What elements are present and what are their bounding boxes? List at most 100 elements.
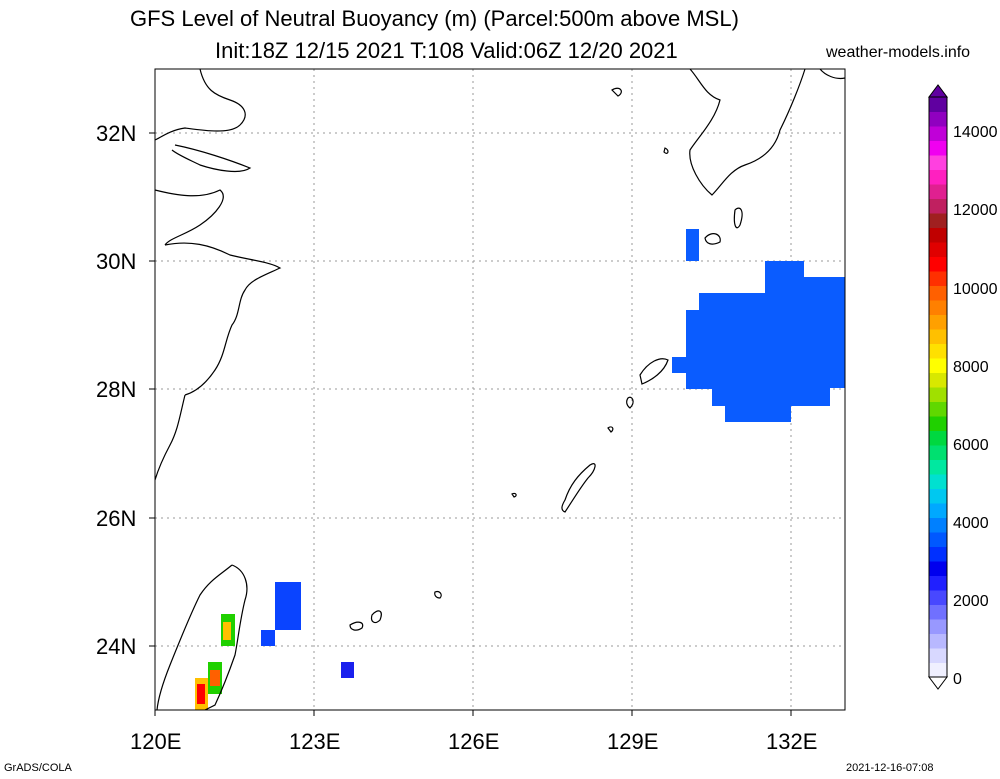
colorbar-label: 8000 <box>953 359 989 376</box>
colorbar-swatch <box>929 155 947 170</box>
lat-label: 28N <box>96 377 136 402</box>
colorbar-swatch <box>929 503 947 518</box>
coast-china-north <box>154 68 246 141</box>
shade-taiwan-high-1b <box>223 622 231 640</box>
colorbar-swatch <box>929 604 947 620</box>
timestamp: 2021-12-16-07:08 <box>846 762 934 774</box>
shade-north-small <box>686 229 699 261</box>
island-yoron <box>607 426 614 433</box>
colorbar-swatch <box>929 459 947 475</box>
title-line-2: Init:18Z 12/15 2021 T:108 Valid:06Z 12/2… <box>215 38 678 63</box>
shade-east-sea <box>341 662 354 678</box>
colorbar-swatch <box>929 372 947 388</box>
shade-east-small <box>672 357 686 373</box>
lat-label: 26N <box>96 506 136 531</box>
coast-kyushu <box>689 68 806 196</box>
lat-axis: 32N 30N 28N 26N 24N <box>96 121 136 659</box>
colorbar-swatch <box>929 300 947 315</box>
colorbar-min-arrow <box>928 676 948 690</box>
colorbar-swatch <box>929 430 947 446</box>
colorbar-label: 2000 <box>953 593 989 610</box>
colorbar-swatch <box>929 140 947 156</box>
lon-label: 132E <box>766 729 817 754</box>
colorbar-swatch <box>929 517 947 533</box>
lon-label: 129E <box>607 729 658 754</box>
coast-zhejiang <box>164 242 282 396</box>
shade-taiwan-high-3b <box>197 684 205 704</box>
colorbar-swatch <box>929 169 947 185</box>
lon-axis: 120E 123E 126E 129E 132E <box>130 729 817 754</box>
coastlines <box>154 68 846 711</box>
coast-yangtze <box>171 144 252 173</box>
colorbar-swatch <box>929 285 947 301</box>
colorbar-swatch <box>929 126 947 141</box>
islands-goto <box>611 87 669 154</box>
colorbar-label: 10000 <box>953 281 998 298</box>
island-small <box>511 492 517 498</box>
colorbar-swatch <box>929 532 947 547</box>
colorbar-swatch <box>929 329 947 344</box>
shade-taiwan-high-2b <box>210 670 220 686</box>
colorbar-swatch <box>929 488 947 504</box>
colorbar-swatch <box>929 619 947 634</box>
tick-marks <box>149 132 792 716</box>
colorbar-labels: 14000 12000 10000 8000 6000 4000 2000 0 <box>953 124 998 688</box>
colorbar-swatch <box>929 590 947 605</box>
colorbar-max-arrow <box>928 84 948 98</box>
lon-label: 126E <box>448 729 499 754</box>
coast-fujian <box>154 394 186 481</box>
lat-label: 24N <box>96 634 136 659</box>
colorbar-swatch <box>929 416 947 431</box>
colorbar-swatch <box>929 387 947 402</box>
shade-taiwan-east-2 <box>261 630 275 646</box>
coast-hangzhou <box>154 189 224 246</box>
island-amami <box>639 358 669 385</box>
colorbar-swatch <box>929 648 947 663</box>
coast-taiwan <box>156 564 248 711</box>
island-okinoerabu <box>626 396 634 409</box>
coast-shikoku <box>819 68 846 80</box>
colorbar-swatch <box>929 256 947 272</box>
colorbar-swatch <box>929 358 947 373</box>
colorbar-swatch <box>929 271 947 286</box>
colorbar-swatch <box>929 575 947 591</box>
island-yaeyama-1 <box>349 621 364 631</box>
colorbar-swatch <box>929 314 947 330</box>
lon-label: 123E <box>289 729 340 754</box>
title-line-1: GFS Level of Neutral Buoyancy (m) (Parce… <box>130 6 739 31</box>
island-yaeyama-2 <box>370 610 382 624</box>
colorbar-swatch <box>929 97 947 112</box>
colorbar-label: 14000 <box>953 124 998 141</box>
shade-east-block <box>686 261 845 422</box>
colorbar-label: 0 <box>953 671 962 688</box>
colorbar-swatch <box>929 111 947 127</box>
colorbar-swatch <box>929 474 947 489</box>
colorbar-swatch <box>929 401 947 417</box>
colorbar <box>928 84 948 690</box>
island-yakushima <box>733 207 743 229</box>
colorbar-swatch <box>929 445 947 460</box>
site-credit: weather-models.info <box>826 44 971 61</box>
island-miyako <box>434 590 442 599</box>
colorbar-swatch <box>929 633 947 649</box>
colorbar-swatch <box>929 343 947 359</box>
lat-label: 32N <box>96 121 136 146</box>
grads-credit: GrADS/COLA <box>4 762 72 774</box>
island-okinawa <box>561 463 596 513</box>
colorbar-swatch <box>929 561 947 576</box>
colorbar-swatch <box>929 242 947 257</box>
colorbar-swatch <box>929 227 947 243</box>
colorbar-swatch <box>929 546 947 562</box>
island-tanegashima <box>704 233 721 245</box>
colorbar-label: 4000 <box>953 515 989 532</box>
lon-label: 120E <box>130 729 181 754</box>
colorbar-swatch <box>929 184 947 199</box>
colorbar-swatch <box>929 198 947 214</box>
lat-label: 30N <box>96 249 136 274</box>
colorbar-label: 6000 <box>953 437 989 454</box>
shaded-regions <box>195 229 845 710</box>
colorbar-swatch <box>929 662 947 678</box>
colorbar-label: 12000 <box>953 202 998 219</box>
shade-taiwan-east <box>275 582 301 630</box>
